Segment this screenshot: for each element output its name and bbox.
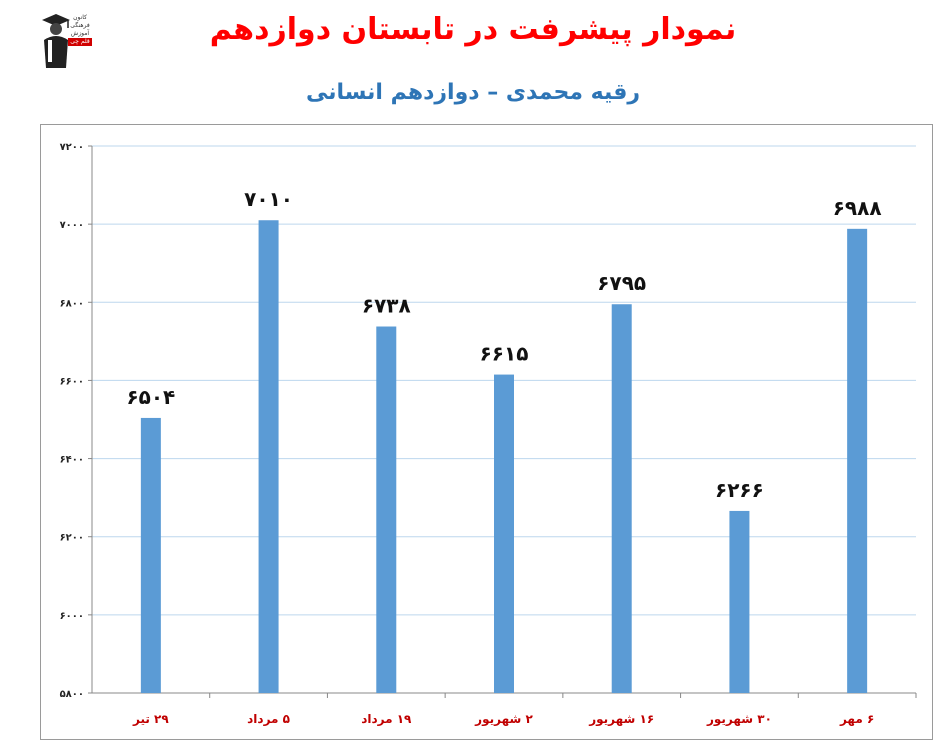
x-tick-label: ۶ مهر [839, 712, 874, 726]
graduate-logo-icon [42, 14, 70, 68]
data-label: ۶۵۰۴ [126, 385, 175, 409]
y-tick-label: ۷۲۰۰ [60, 142, 84, 153]
bar [494, 374, 514, 693]
bar [376, 326, 397, 693]
data-label: ۶۷۳۸ [362, 294, 411, 318]
bar [140, 417, 161, 693]
x-tick-label: ۳۰ شهریور [706, 712, 772, 727]
logo-text: کانون فرهنگی آموزش قلم چی [68, 14, 92, 46]
y-tick-label: ۶۶۰۰ [60, 376, 84, 387]
y-tick-label: ۶۴۰۰ [60, 455, 84, 466]
x-tick-label: ۵ مرداد [247, 712, 290, 726]
y-tick-label: ۶۲۰۰ [60, 533, 84, 544]
data-label: ۶۶۱۵ [480, 342, 529, 366]
data-label: ۶۲۶۶ [715, 478, 764, 502]
y-tick-label: ۵۸۰۰ [60, 689, 84, 700]
x-tick-label: ۲۹ تیر [132, 712, 169, 726]
bar [729, 510, 750, 693]
page-title: نمودار پیشرفت در تابستان دوازدهم [209, 12, 737, 47]
data-label: ۶۷۹۵ [597, 271, 646, 295]
y-tick-label: ۶۰۰۰ [60, 611, 84, 622]
bar [611, 304, 632, 693]
page-subtitle: رقیه محمدی – دوازدهم انسانی [305, 80, 641, 105]
x-tick-label: ۱۶ شهریور [588, 712, 654, 727]
y-tick-label: ۶۸۰۰ [60, 298, 84, 309]
bar [258, 220, 279, 693]
chart-frame [40, 124, 933, 740]
x-tick-label: ۱۹ مرداد [361, 712, 412, 726]
logo-line-4: قلم چی [68, 38, 92, 46]
logo-line-2: فرهنگی [70, 22, 90, 29]
data-label: ۷۰۱۰ [244, 187, 293, 211]
y-tick-label: ۷۰۰۰ [60, 220, 84, 231]
x-tick-label: ۲ شهریور [474, 712, 533, 727]
bar [847, 228, 868, 693]
data-label: ۶۹۸۸ [833, 196, 882, 220]
logo-line-1: کانون [73, 14, 87, 21]
logo-line-3: آموزش [70, 30, 90, 37]
